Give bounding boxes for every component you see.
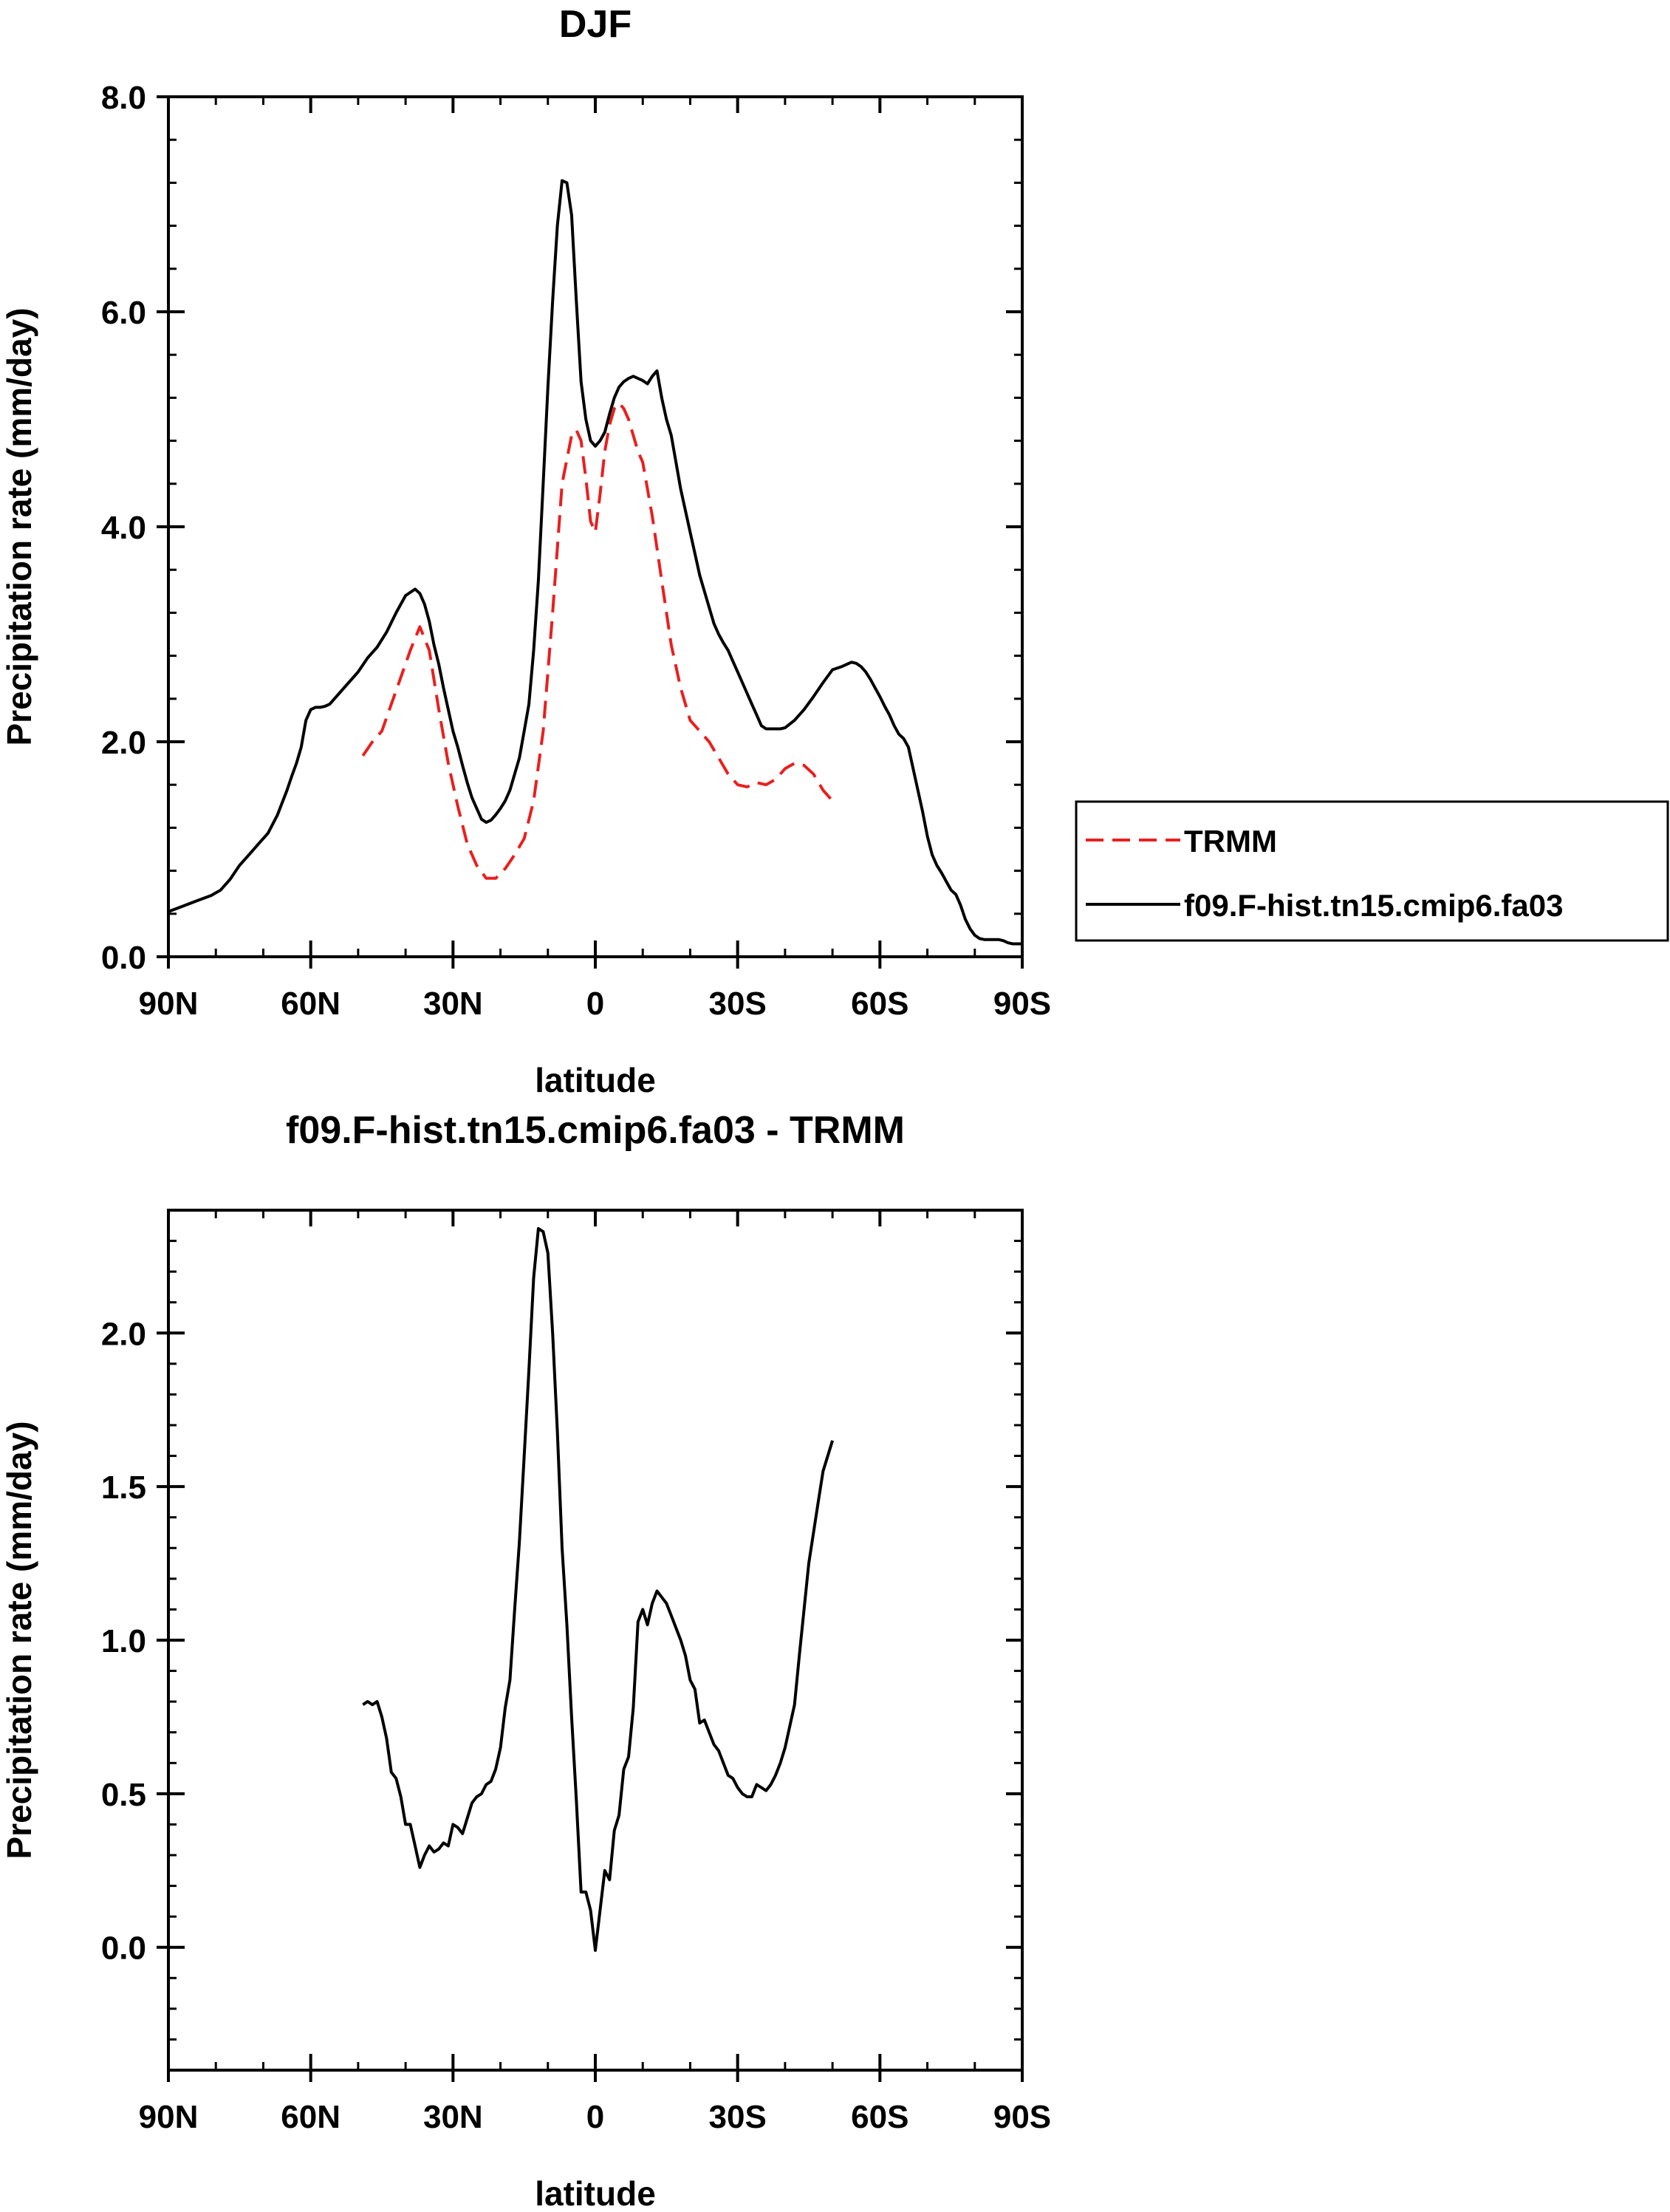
y-tick-label: 0.0 xyxy=(101,1931,146,1967)
y-tick-label: 2.0 xyxy=(101,1316,146,1352)
legend: TRMM f09.F-hist.tn15.cmip6.fa03 xyxy=(1075,800,1669,942)
y-tick-label: 1.0 xyxy=(101,1623,146,1659)
y-tick-label: 8.0 xyxy=(101,80,146,116)
x-tick-label: 0 xyxy=(586,986,604,1022)
bottom-panel: f09.F-hist.tn15.cmip6.fa03 - TRMM 90N 60N… xyxy=(0,1109,1051,2212)
series-line-0 xyxy=(361,401,834,880)
legend-box xyxy=(1075,800,1669,942)
bottom-panel-title: f09.F-hist.tn15.cmip6.fa03 - TRMM xyxy=(286,1109,905,1152)
y-tick-label: 0.5 xyxy=(101,1777,146,1813)
x-tick-label: 0 xyxy=(586,2099,604,2135)
x-tick-label: 30S xyxy=(709,986,767,1022)
x-tick-label: 30N xyxy=(423,2099,483,2135)
y-tick-label: 4.0 xyxy=(101,510,146,546)
top-x-tick-labels: 90N 60N 30N 0 30S 60S 90S xyxy=(139,986,1052,1022)
y-tick-label: 6.0 xyxy=(101,295,146,331)
top-x-axis-label: latitude xyxy=(535,1061,656,1099)
top-y-axis-label: Precipitation rate (mm/day) xyxy=(0,307,38,745)
x-tick-label: 60N xyxy=(281,2099,340,2135)
y-tick-label: 2.0 xyxy=(101,725,146,761)
bottom-y-axis-label: Precipitation rate (mm/day) xyxy=(0,1421,38,1859)
bottom-x-tick-labels: 90N 60N 30N 0 30S 60S 90S xyxy=(139,2099,1052,2135)
x-tick-label: 60N xyxy=(281,986,340,1022)
series-line-0 xyxy=(362,1226,835,1952)
top-ticks xyxy=(157,95,1024,969)
legend-trmm-label: TRMM xyxy=(1184,824,1277,858)
y-tick-label: 0.0 xyxy=(101,940,146,976)
bottom-series-group xyxy=(362,1226,835,1952)
legend-model-label: f09.F-hist.tn15.cmip6.fa03 xyxy=(1184,888,1564,923)
series-line-1 xyxy=(168,179,1022,946)
x-tick-label: 60S xyxy=(851,2099,908,2135)
top-panel: DJF 90N 60N 30N 0 30S 60S 90S 0.02.04.06.08.0 … xyxy=(0,3,1051,1099)
top-panel-title: DJF xyxy=(559,3,632,46)
x-tick-label: 90N xyxy=(139,986,199,1022)
bottom-x-axis-label: latitude xyxy=(535,2174,656,2212)
x-tick-label: 90S xyxy=(993,986,1051,1022)
x-tick-label: 30S xyxy=(709,2099,767,2135)
x-tick-label: 60S xyxy=(851,986,908,1022)
bottom-y-tick-labels: 0.0 0.5 1.0 1.5 2.0 xyxy=(101,1316,146,1966)
y-tick-label: 1.5 xyxy=(101,1469,146,1506)
x-tick-label: 90S xyxy=(993,2099,1051,2135)
x-tick-label: 30N xyxy=(423,986,483,1022)
top-series-group xyxy=(168,179,1022,946)
bottom-ticks xyxy=(157,1209,1024,2082)
x-tick-label: 90N xyxy=(139,2099,199,2135)
top-y-tick-labels: 0.0 2.0 4.0 6.0 8.0 xyxy=(101,80,146,976)
